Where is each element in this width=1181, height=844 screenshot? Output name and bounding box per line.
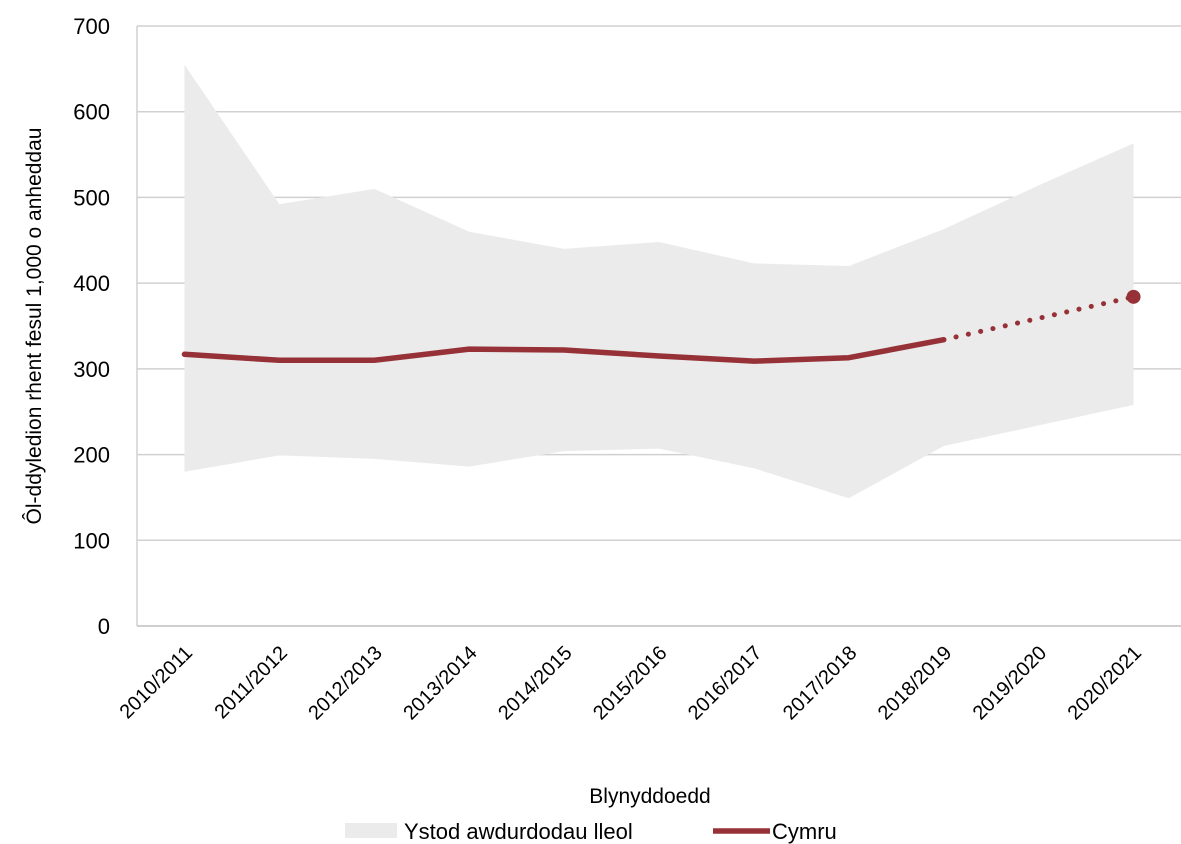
cymru-line-dotted: [941, 294, 1137, 343]
line-layer: [181, 289, 1141, 364]
y-axis-title: Ôl-ddyledion rhent fesul 1,000 o anhedda…: [23, 128, 46, 525]
legend-swatch-range: [345, 823, 397, 838]
y-tick-label: 700: [73, 14, 110, 39]
y-tick-label: 200: [73, 443, 110, 468]
y-tick-label: 300: [73, 357, 110, 382]
range-band-area: [184, 64, 1134, 499]
y-tick-label: 500: [73, 185, 110, 210]
x-tick-label: 2017/2018: [779, 642, 861, 724]
x-tick-label: 2020/2021: [1064, 642, 1146, 724]
x-tick-label: 2011/2012: [211, 642, 292, 723]
x-tick-label: 2012/2013: [304, 642, 386, 724]
range-band-layer: [184, 64, 1134, 499]
x-axis-title: Blynyddoedd: [589, 785, 710, 808]
x-tick-label: 2018/2019: [874, 642, 956, 724]
legend: Ystod awdurdodau lleol Cymru: [345, 819, 837, 844]
y-tick-label: 600: [73, 100, 110, 125]
legend-label-cymru: Cymru: [772, 819, 837, 844]
x-tick-label: 2014/2015: [494, 642, 576, 724]
y-tick-label: 100: [73, 528, 110, 553]
y-tick-label: 400: [73, 271, 110, 296]
x-tick-label: 2015/2016: [589, 642, 671, 724]
x-tick-label: 2013/2014: [399, 642, 481, 724]
cymru-line-solid: [181, 336, 947, 364]
y-axis-ticks: 0 100 200 300 400 500 600 700: [73, 14, 110, 639]
y-tick-label: 0: [98, 614, 110, 639]
x-tick-label: 2016/2017: [684, 642, 766, 724]
cymru-marker: [1126, 289, 1141, 304]
x-tick-label: 2019/2020: [969, 642, 1051, 724]
x-axis-ticks: 2010/2011 2011/2012 2012/2013 2013/2014 2014…: [116, 642, 1146, 724]
legend-label-range: Ystod awdurdodau lleol: [404, 819, 633, 844]
x-tick-label: 2010/2011: [116, 642, 197, 723]
